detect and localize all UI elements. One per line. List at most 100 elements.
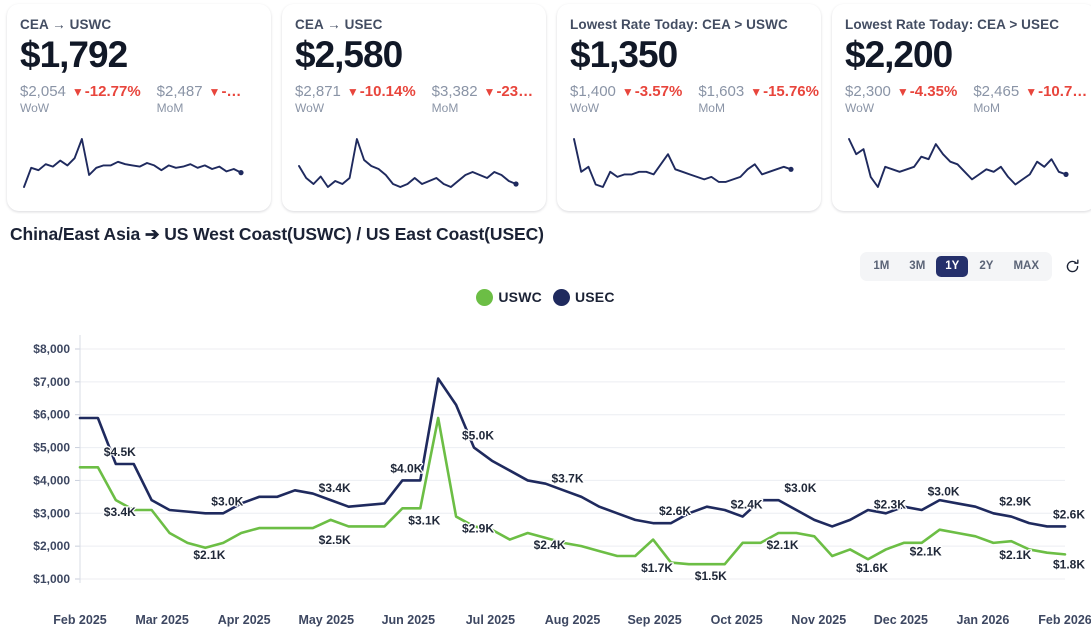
arrow-down-icon: ▼ — [346, 84, 359, 99]
kpi-delta-mom: $2,465 ▼-10.7… MoM — [973, 83, 1087, 115]
data-point-label: $5.0K — [462, 429, 494, 443]
kpi-previous-value: $2,871 — [295, 82, 341, 100]
kpi-previous-value: $2,054 — [20, 82, 66, 100]
data-point-label: $2.6K — [659, 504, 691, 518]
data-point-label: $2.6K — [1053, 507, 1085, 521]
data-point-label: $2.9K — [462, 522, 494, 536]
data-point-label: $2.4K — [731, 498, 763, 512]
kpi-card-value: $2,580 — [295, 34, 403, 75]
kpi-previous-value: $1,400 — [570, 82, 616, 100]
range-button-1y[interactable]: 1Y — [936, 256, 969, 277]
legend-item-uswc[interactable]: USWC — [476, 288, 542, 306]
kpi-change-percent-text: -10.7… — [1038, 82, 1088, 100]
kpi-card-value: $1,350 — [570, 34, 678, 75]
data-point-label: $3.4K — [319, 481, 351, 495]
kpi-delta-line: $2,487 ▼-… — [157, 83, 242, 100]
kpi-card[interactable]: Lowest Rate Today: CEA > USEC $2,200 $2,30… — [832, 4, 1091, 211]
range-control-bar: 1M 3M 1Y 2Y MAX — [860, 252, 1083, 281]
kpi-delta-mom: $1,603 ▼-15.76% MoM — [698, 83, 819, 115]
x-axis-tick-label: Mar 2025 — [135, 613, 189, 627]
kpi-change-percent: ▼-23… — [484, 83, 534, 100]
kpi-sparkline — [20, 135, 245, 197]
kpi-previous-value: $3,382 — [431, 82, 478, 100]
data-point-label: $3.4K — [104, 505, 136, 519]
kpi-change-percent-text: -4.35% — [909, 82, 958, 100]
arrow-down-icon: ▼ — [896, 84, 909, 99]
kpi-delta-wow: $1,400 ▼-3.57% WoW — [570, 83, 682, 115]
kpi-sparkline — [295, 135, 520, 197]
refresh-icon[interactable] — [1061, 255, 1083, 277]
kpi-delta-line: $1,603 ▼-15.76% — [698, 83, 819, 100]
kpi-change-percent-text: -15.76% — [763, 82, 819, 100]
kpi-delta-mom: $2,487 ▼-… MoM — [157, 83, 242, 115]
arrow-down-icon: ▼ — [483, 84, 496, 99]
y-axis-tick-label: $8,000 — [33, 342, 70, 356]
range-button-2y[interactable]: 2Y — [970, 256, 1002, 277]
data-point-label: $1.7K — [641, 561, 673, 575]
kpi-change-percent: ▼-3.57% — [622, 83, 682, 100]
range-button-3m[interactable]: 3M — [900, 256, 934, 277]
kpi-change-percent-text: -23… — [496, 82, 534, 100]
kpi-delta-label: WoW — [20, 100, 50, 115]
kpi-delta-label: MoM — [973, 100, 1000, 115]
kpi-change-percent: ▼-4.35% — [897, 83, 957, 100]
kpi-change-percent: ▼-15.76% — [750, 83, 819, 100]
kpi-delta-wow: $2,054 ▼-12.77% WoW — [20, 83, 141, 115]
x-axis-tick-label: Oct 2025 — [711, 613, 763, 627]
data-point-label: $2.4K — [534, 538, 566, 552]
kpi-card[interactable]: Lowest Rate Today: CEA > USWC $1,350 $1,40… — [557, 4, 821, 211]
kpi-delta-label: MoM — [431, 100, 459, 115]
data-point-label: $1.5K — [695, 569, 727, 583]
data-point-label: $3.0K — [211, 494, 243, 508]
kpi-card-value: $1,792 — [20, 34, 128, 75]
kpi-delta-line: $3,382 ▼-23… — [432, 83, 533, 100]
kpi-card-title: Lowest Rate Today: CEA > USWC — [570, 17, 788, 32]
kpi-delta-mom: $3,382 ▼-23… MoM — [432, 83, 533, 115]
kpi-delta-line: $2,871 ▼-10.14% — [295, 83, 416, 100]
chart-legend: USWC USEC — [0, 283, 1091, 311]
arrow-down-icon: ▼ — [71, 84, 84, 99]
kpi-card-value: $2,200 — [845, 34, 953, 75]
data-point-label: $2.1K — [910, 545, 942, 559]
kpi-delta-line: $1,400 ▼-3.57% — [570, 83, 682, 100]
range-button-max[interactable]: MAX — [1004, 256, 1048, 277]
kpi-card[interactable]: CEA → USEC $2,580 $2,871 ▼-10.14% WoW $3,382 ▼… — [282, 4, 546, 211]
chart-svg: $8,000 $7,000 $6,000 $5,000 $4,000 $3,000 $2,0… — [33, 335, 1091, 627]
x-axis-tick-label: Dec 2025 — [874, 613, 928, 627]
legend-item-usec[interactable]: USEC — [552, 288, 615, 306]
kpi-change-percent: ▼-… — [209, 83, 242, 100]
kpi-delta-label: MoM — [698, 100, 725, 115]
kpi-delta-line: $2,465 ▼-10.7… — [973, 83, 1087, 100]
range-button-group: 1M 3M 1Y 2Y MAX — [860, 252, 1052, 281]
kpi-change-percent: ▼-10.7… — [1025, 83, 1087, 100]
data-point-label: $3.7K — [551, 471, 583, 485]
kpi-delta-line: $2,054 ▼-12.77% — [20, 83, 141, 100]
data-point-label: $3.0K — [928, 484, 960, 498]
kpi-change-percent: ▼-12.77% — [72, 83, 141, 100]
y-axis-tick-label: $7,000 — [33, 375, 70, 389]
kpi-card-row: CEA → USWC $1,792 $2,054 ▼-12.77% WoW $2,487 ▼… — [0, 0, 1091, 214]
y-axis-tick-label: $6,000 — [33, 408, 70, 422]
y-axis-tick-label: $3,000 — [33, 506, 70, 520]
kpi-sparkline — [570, 135, 795, 197]
data-point-label: $2.3K — [874, 498, 906, 512]
kpi-previous-value: $1,603 — [698, 82, 745, 100]
range-button-1m[interactable]: 1M — [864, 256, 898, 277]
data-point-label: $1.6K — [856, 561, 888, 575]
section-title: China/East Asia ➔ US West Coast(USWC) / … — [10, 224, 544, 244]
arrow-down-icon: ▼ — [750, 84, 763, 99]
kpi-delta-line: $2,300 ▼-4.35% — [845, 83, 957, 100]
kpi-delta-group: $2,054 ▼-12.77% WoW $2,487 ▼-… MoM — [20, 83, 271, 115]
x-axis-tick-label: Aug 2025 — [545, 613, 601, 627]
y-axis-tick-label: $4,000 — [33, 473, 70, 487]
kpi-change-percent: ▼-10.14% — [347, 83, 416, 100]
kpi-change-percent-text: -… — [221, 82, 242, 100]
legend-dot-icon — [476, 288, 494, 306]
x-axis-tick-label: Feb 2025 — [53, 613, 107, 627]
chart-plot: $8,000 $7,000 $6,000 $5,000 $4,000 $3,000 $2,0… — [0, 311, 1091, 631]
kpi-delta-label: WoW — [570, 100, 600, 115]
legend-dot-icon — [552, 288, 570, 306]
kpi-card[interactable]: CEA → USWC $1,792 $2,054 ▼-12.77% WoW $2,487 ▼… — [7, 4, 271, 211]
data-point-label: $4.5K — [104, 445, 136, 459]
